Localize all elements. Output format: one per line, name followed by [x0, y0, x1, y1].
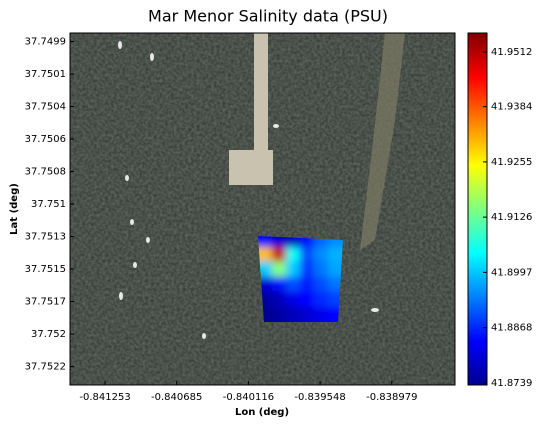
colorbar-tick-label: 41.9255: [491, 157, 532, 168]
x-tick-label: -0.839548: [294, 392, 345, 403]
y-tick-label: 37.7506: [25, 134, 66, 145]
salinity-cell: [300, 291, 314, 307]
y-tick-label: 37.7515: [25, 264, 66, 275]
salinity-cell: [314, 291, 328, 307]
x-tick-label: -0.841253: [79, 392, 130, 403]
y-tick-label: 37.7522: [25, 362, 66, 373]
salinity-cell: [286, 247, 300, 263]
salinity-cell: [314, 277, 328, 293]
chart-title: Mar Menor Salinity data (PSU): [148, 7, 388, 26]
colorbar-tick-label: 41.8739: [491, 378, 532, 389]
salinity-cell: [286, 261, 300, 277]
y-tick-label: 37.7517: [25, 297, 66, 308]
colorbar-tick-label: 41.9512: [491, 47, 532, 58]
salinity-cell: [286, 277, 300, 293]
y-tick-label: 37.752: [31, 329, 66, 340]
salinity-cell: [300, 247, 314, 263]
plot-area: [70, 33, 455, 385]
pier-head: [229, 150, 273, 185]
x-tick-label: -0.840685: [151, 392, 202, 403]
salinity-cell: [300, 277, 314, 293]
salinity-cell: [272, 291, 286, 307]
salinity-cell: [272, 277, 286, 293]
salinity-cell: [300, 261, 314, 277]
pier: [254, 33, 268, 153]
salinity-cell: [272, 247, 286, 263]
colorbar-tick-label: 41.8997: [491, 267, 532, 278]
chart: Mar Menor Salinity data (PSU) Lon (deg) …: [0, 0, 537, 425]
salinity-cell: [314, 261, 328, 277]
y-tick-label: 37.7504: [25, 102, 66, 113]
colorbar-tick-label: 41.9384: [491, 102, 532, 113]
y-tick-label: 37.7499: [25, 36, 66, 47]
y-tick-label: 37.751: [31, 199, 66, 210]
x-tick-label: -0.838979: [366, 392, 417, 403]
salinity-cell: [272, 261, 286, 277]
x-axis-label: Lon (deg): [235, 407, 289, 418]
page: Mar Menor Salinity data (PSU) Lon (deg) …: [0, 0, 537, 425]
y-tick-label: 37.7513: [25, 232, 66, 243]
x-tick-label: -0.840116: [223, 392, 274, 403]
colorbar-tick-label: 41.8868: [491, 323, 532, 334]
y-axis-label: Lat (deg): [9, 183, 20, 235]
colorbar: [468, 33, 487, 385]
salinity-cell: [286, 291, 300, 307]
colorbar-tick-label: 41.9126: [491, 212, 532, 223]
y-tick-label: 37.7508: [25, 167, 66, 178]
salinity-cell: [314, 247, 328, 263]
y-tick-label: 37.7501: [25, 69, 66, 80]
